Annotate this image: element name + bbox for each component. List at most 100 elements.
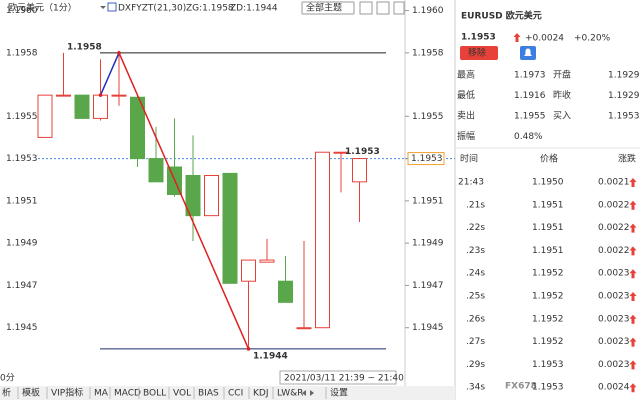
- stat-label: 最高: [457, 69, 475, 81]
- toolbar-tab[interactable]: LW&R: [277, 389, 303, 399]
- scroll-icons[interactable]: [302, 390, 314, 396]
- remove-button[interactable]: [460, 46, 498, 60]
- tick-change: 0.0023: [598, 292, 630, 302]
- tick-price: 1.1953: [532, 383, 564, 393]
- tick-time: 21:43: [458, 178, 484, 188]
- indicator: DXFYZT(21,30): [118, 4, 186, 14]
- stat-label: 买入: [553, 111, 571, 122]
- toolbar-tab[interactable]: 析: [2, 387, 11, 399]
- time-box: [279, 370, 397, 385]
- stat-value: 1.1973: [514, 71, 546, 81]
- toolbar-tab[interactable]: KDJ: [253, 389, 269, 399]
- stat-label: 卖出: [457, 110, 475, 122]
- toolbar-tab[interactable]: CCI: [228, 389, 243, 399]
- stat-value: 1.1955: [514, 112, 546, 122]
- stat-label: 振幅: [457, 130, 475, 142]
- candle-body: [93, 94, 108, 119]
- icon[interactable]: [393, 1, 405, 15]
- tick-change: 0.0023: [598, 314, 630, 324]
- tick-price: 1.1952: [532, 269, 564, 279]
- up-arrow: [629, 246, 637, 256]
- tick-price: 1.1950: [532, 178, 564, 188]
- candle-body: [37, 94, 53, 138]
- theme-button-frame[interactable]: [301, 1, 355, 15]
- up-arrow: [513, 33, 521, 42]
- tick-change: 0.0023: [598, 337, 630, 347]
- period-label: 0分: [0, 373, 15, 384]
- zigzag-point: [98, 93, 103, 97]
- candle-body: [333, 151, 349, 154]
- icon[interactable]: [359, 1, 373, 15]
- tick-time: .26s: [466, 314, 485, 324]
- tick-time: .29s: [466, 360, 485, 370]
- toolbar-tab[interactable]: MACD: [114, 389, 141, 399]
- y-tick-label: 1.1955: [6, 112, 38, 122]
- ticks-header: 涨跌: [618, 154, 636, 165]
- bell-icon: [524, 48, 532, 56]
- last-price-box: [407, 152, 445, 166]
- candle-body: [130, 96, 145, 160]
- toolbar-tab[interactable]: 设置: [330, 388, 348, 399]
- y-tick-label: 1.1960: [6, 6, 38, 16]
- y-tick-label: 1.1960: [412, 6, 444, 16]
- high-label: 1.1958: [67, 42, 102, 52]
- low-label: 1.1944: [253, 351, 288, 361]
- quote-percent: +0.20%: [574, 34, 611, 44]
- tick-change: 0.0023: [598, 269, 630, 279]
- up-arrow: [629, 223, 637, 233]
- toolbar-tab[interactable]: VIP指标: [51, 387, 83, 399]
- tick-change: 0.0022: [598, 200, 630, 210]
- quote-title: EURUSD 欧元美元: [461, 10, 542, 22]
- zg: ZG:1.1958: [186, 4, 234, 14]
- up-arrow: [629, 292, 637, 301]
- toolbar: [0, 386, 455, 400]
- zigzag-line: [118, 52, 250, 350]
- up-arrow: [629, 269, 637, 279]
- toolbar-tab[interactable]: MA: [94, 389, 109, 399]
- toolbar-tab[interactable]: 模板: [22, 387, 40, 399]
- candle-body: [259, 259, 275, 263]
- candle-body: [74, 94, 90, 119]
- tick-price: 1.1952: [532, 314, 564, 324]
- tick-price: 1.1951: [532, 246, 564, 256]
- watermark: FX678: [505, 382, 537, 392]
- tick-price: 1.1951: [532, 200, 564, 210]
- tick-price: 1.1953: [532, 360, 564, 370]
- icon[interactable]: [376, 1, 390, 15]
- candle-body: [222, 172, 238, 284]
- candle-body: [241, 259, 256, 282]
- toolbar-tab[interactable]: BIAS: [198, 389, 219, 399]
- zd: ZD:1.1944: [230, 4, 278, 14]
- stat-value: 0.48%: [514, 132, 543, 142]
- candle-body: [148, 158, 164, 183]
- stat-label: 开盘: [553, 69, 571, 81]
- stat-value: 1.1929: [608, 71, 640, 81]
- up-arrow: [629, 178, 637, 187]
- tick-time: .22s: [466, 223, 485, 233]
- up-arrow: [629, 314, 637, 324]
- indicator-icon: [107, 2, 117, 12]
- y-tick-label: 1.1951: [412, 196, 444, 206]
- candle-body: [185, 174, 201, 217]
- last-label: 1.1953: [345, 147, 380, 157]
- candle-body: [204, 174, 219, 217]
- quote-panel: [455, 0, 640, 400]
- candle-body: [315, 151, 330, 329]
- tick-time: .27s: [466, 337, 485, 347]
- toolbar-tab[interactable]: VOL: [173, 389, 191, 399]
- theme-button: 全部主题: [306, 2, 342, 14]
- tick-price: 1.1952: [532, 292, 564, 302]
- y-tick-label: 1.1955: [412, 112, 444, 122]
- quote-price: 1.1953: [461, 33, 496, 43]
- tick-time: .24s: [466, 269, 485, 279]
- y-tick-label: 1.1958: [6, 48, 38, 58]
- remove-label: 移除: [468, 47, 486, 59]
- tick-time: .34s: [466, 383, 485, 393]
- tick-change: 0.0021: [598, 178, 630, 188]
- y-tick-label: 1.1947: [412, 281, 444, 291]
- candle-body: [296, 327, 312, 330]
- y-tick-label: 1.1951: [6, 196, 38, 206]
- dropdown-icon: [100, 6, 106, 9]
- toolbar-tab[interactable]: BOLL: [143, 389, 166, 399]
